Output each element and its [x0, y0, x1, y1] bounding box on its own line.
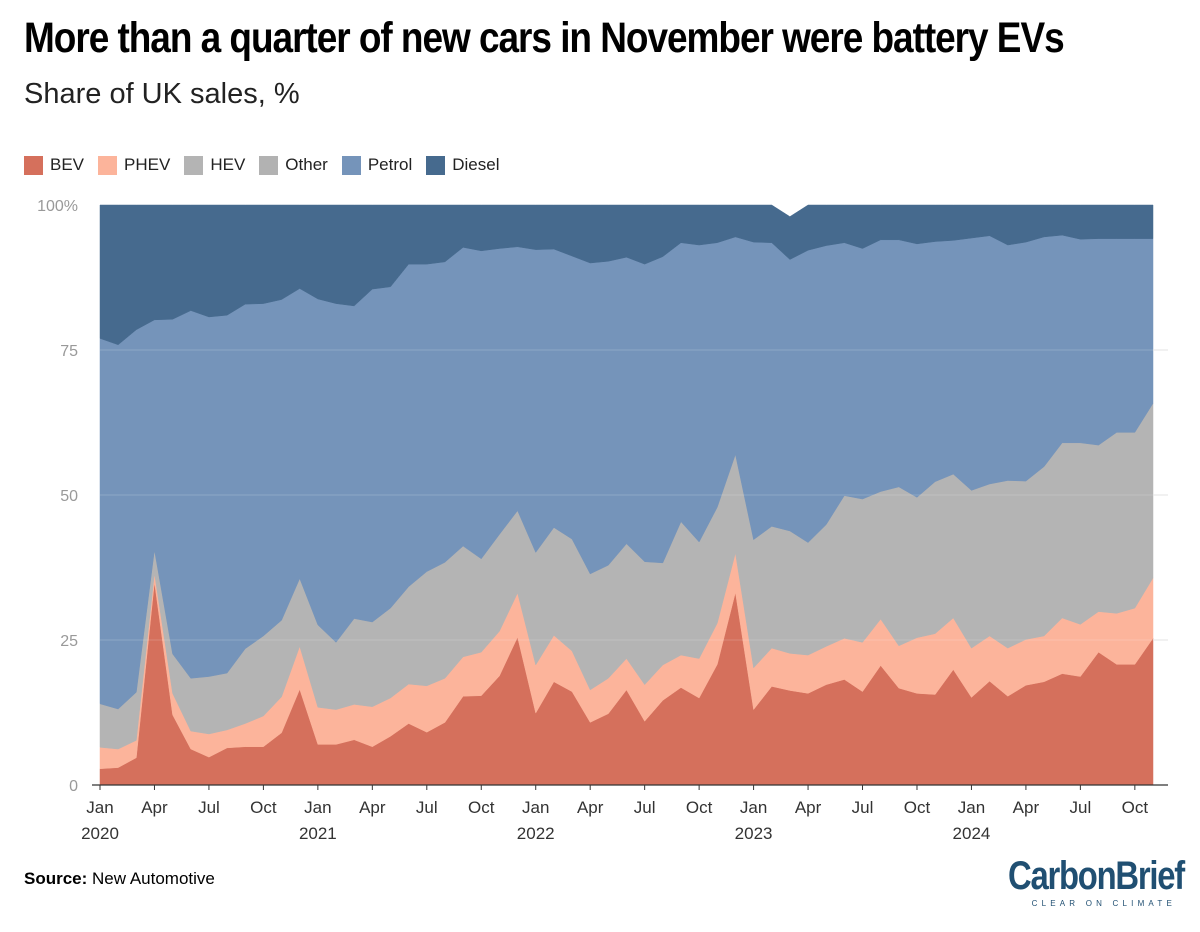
- logo-tagline: CLEAR ON CLIMATE: [1031, 899, 1176, 908]
- legend-label: Petrol: [367, 155, 413, 174]
- x-tick-label: Jan: [958, 798, 985, 817]
- x-tick-label: Oct: [1122, 798, 1149, 817]
- x-year-label: 2024: [953, 824, 991, 843]
- x-tick-label: Apr: [359, 798, 386, 817]
- x-year-label: 2022: [517, 824, 555, 843]
- x-tick-label: Jan: [522, 798, 549, 817]
- legend-item-petrol: Petrol: [341, 155, 413, 175]
- legend-label: BEV: [50, 155, 85, 174]
- legend-item-phev: PHEV: [98, 155, 170, 175]
- x-tick-label: Oct: [250, 798, 277, 817]
- x-tick-label: Jan: [86, 798, 113, 817]
- legend-item-bev: BEV: [24, 155, 84, 175]
- x-year-label: 2023: [735, 824, 773, 843]
- carbonbrief-logo: CarbonBrief CLEAR ON CLIMATE: [1008, 854, 1185, 915]
- x-tick-label: Oct: [904, 798, 931, 817]
- y-tick-label: 50: [60, 488, 78, 505]
- chart-legend: BEV PHEV HEV Other Petrol Diesel: [24, 155, 514, 175]
- source-note: Source: New Automotive: [24, 869, 215, 889]
- legend-swatch: [184, 155, 204, 175]
- x-year-label: 2020: [81, 824, 119, 843]
- x-tick-label: Jul: [1070, 798, 1092, 817]
- legend-label: Other: [285, 155, 328, 174]
- y-tick-label: 25: [60, 633, 78, 650]
- x-tick-label: Apr: [141, 798, 168, 817]
- legend-swatch: [341, 155, 361, 175]
- x-tick-label: Oct: [468, 798, 495, 817]
- x-tick-label: Jul: [852, 798, 874, 817]
- x-tick-label: Jul: [634, 798, 656, 817]
- source-label: Source:: [24, 869, 88, 888]
- x-tick-label: Jul: [198, 798, 220, 817]
- chart-title: More than a quarter of new cars in Novem…: [24, 14, 1065, 62]
- area-diesel: [99, 204, 1154, 346]
- x-tick-label: Oct: [686, 798, 713, 817]
- y-tick-label: 0: [69, 778, 78, 795]
- legend-swatch: [259, 155, 279, 175]
- chart-subtitle: Share of UK sales, %: [24, 78, 300, 110]
- legend-label: PHEV: [124, 155, 171, 174]
- legend-swatch: [426, 155, 446, 175]
- y-grid: [100, 349, 1168, 641]
- x-tick-label: Jan: [304, 798, 331, 817]
- legend-item-hev: HEV: [184, 155, 245, 175]
- legend-swatch: [24, 155, 43, 175]
- legend-label: Diesel: [452, 155, 500, 174]
- area-layers: [99, 204, 1154, 786]
- x-tick-label: Apr: [795, 798, 822, 817]
- x-year-label: 2021: [299, 824, 337, 843]
- legend-item-other: Other: [259, 155, 328, 175]
- x-tick-label: Apr: [577, 798, 604, 817]
- source-text: New Automotive: [92, 869, 215, 888]
- x-tick-label: Jan: [740, 798, 767, 817]
- y-tick-label: 100%: [37, 198, 78, 215]
- x-tick-label: Jul: [416, 798, 438, 817]
- y-tick-label: 75: [60, 343, 78, 360]
- legend-swatch: [98, 155, 118, 175]
- legend-label: HEV: [210, 155, 246, 174]
- x-tick-label: Apr: [1013, 798, 1040, 817]
- legend-item-diesel: Diesel: [426, 155, 500, 175]
- stacked-area-chart: 0 25 50 75 100% Jan 2020 Apr Jul Oct Jan 2021 Apr Jul…: [37, 198, 1168, 843]
- logo-wordmark: CarbonBrief: [1008, 854, 1185, 898]
